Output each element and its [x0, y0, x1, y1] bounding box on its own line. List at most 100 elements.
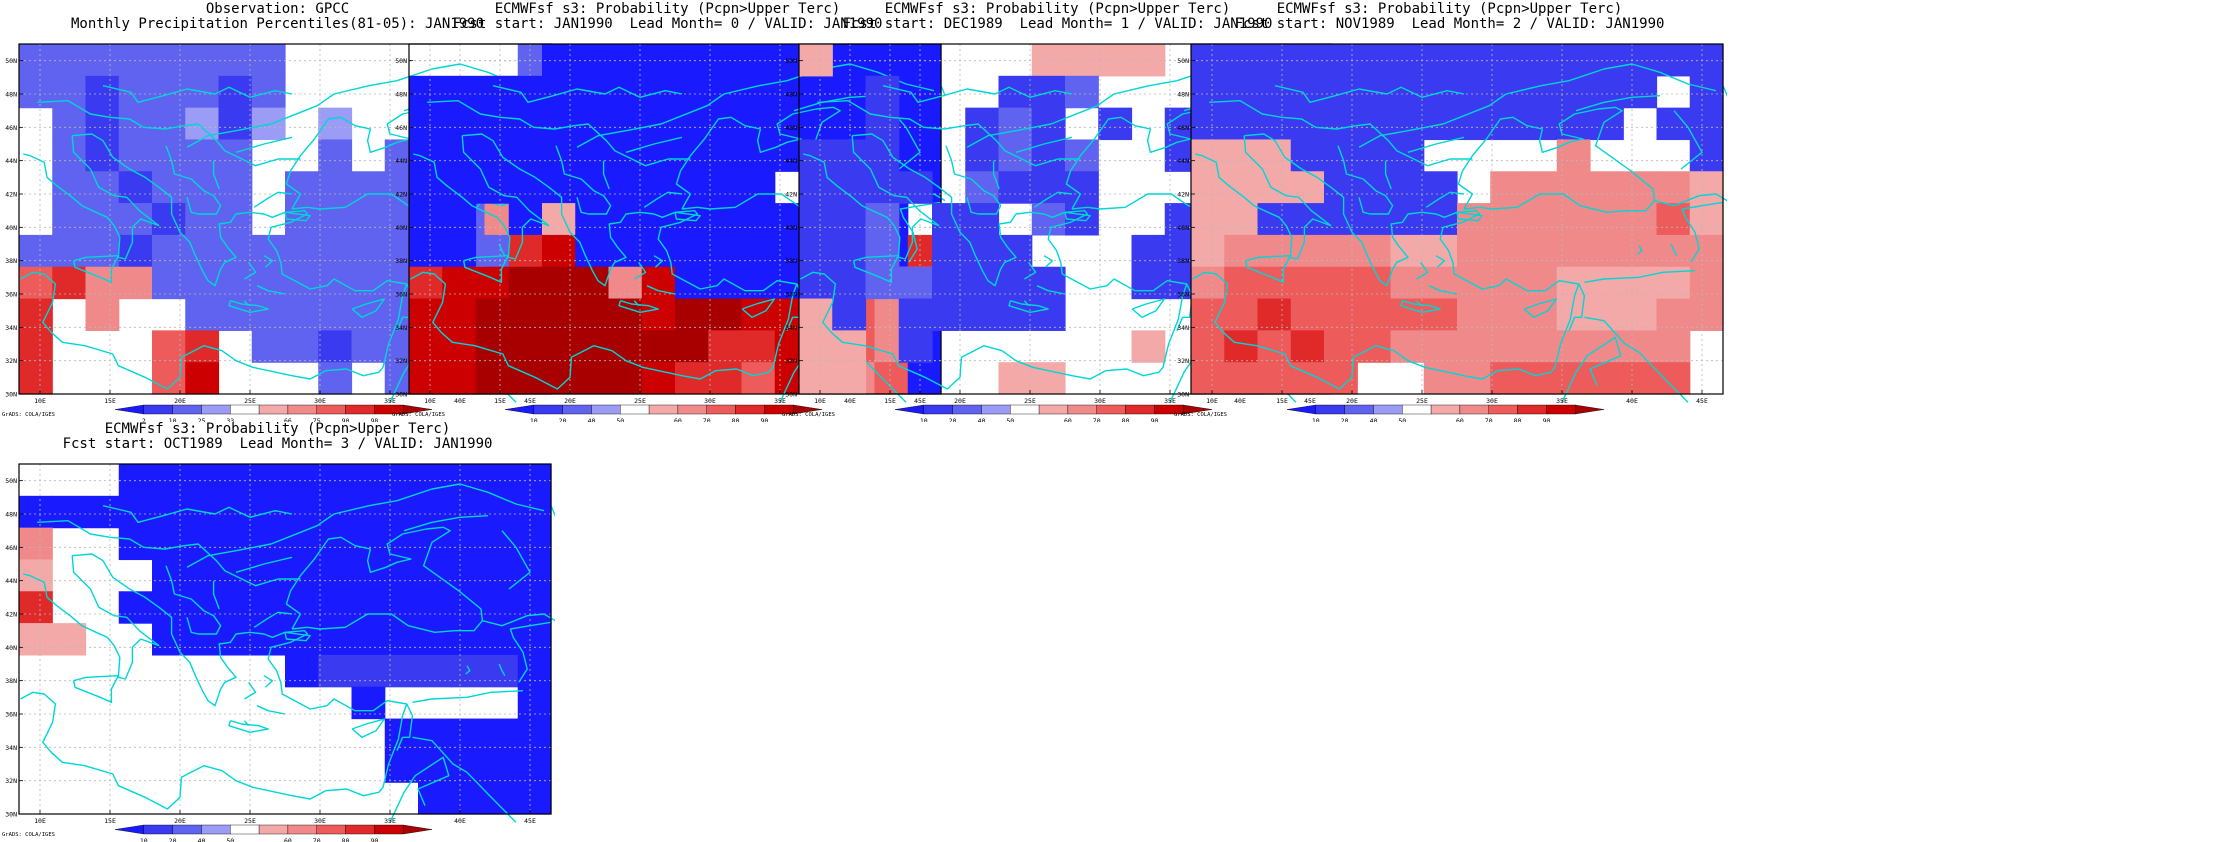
- coastline: [1036, 285, 1066, 295]
- grid-cell: [741, 203, 776, 236]
- lon-label: 35E: [384, 397, 396, 405]
- grid-cell: [442, 171, 477, 204]
- grid-cell: [285, 234, 319, 268]
- grid-cell: [517, 527, 552, 561]
- coastline: [793, 95, 879, 112]
- lat-label: 46N: [1177, 124, 1189, 132]
- panel-title: ECMWFsf s3: Probability (Pcpn>Upper Terc…: [780, 2, 1335, 32]
- grid-cell: [508, 330, 543, 363]
- coastline: [1023, 300, 1030, 307]
- lon-label: 45E: [524, 817, 536, 825]
- legend-swatch: [504, 404, 535, 415]
- grid-cell: [608, 362, 643, 395]
- coastline: [253, 191, 293, 208]
- grid-cell: [907, 107, 942, 141]
- lon-label: 10E: [424, 397, 436, 405]
- grid-cell: [1324, 44, 1358, 77]
- legend-swatch: [287, 404, 317, 415]
- grid-cell: [608, 44, 643, 77]
- legend-swatch: [1344, 404, 1374, 415]
- lat-label: 44N: [5, 157, 17, 165]
- grid-cell: [19, 362, 53, 395]
- legend-swatch: [230, 404, 260, 415]
- grid-cell: [1257, 139, 1292, 172]
- coastline: [228, 720, 269, 733]
- grid-cell: [1131, 330, 1166, 363]
- coastline: [501, 530, 531, 590]
- grid-cell: [484, 495, 519, 529]
- grid-cell: [152, 171, 186, 204]
- grid-cell: [708, 234, 743, 268]
- grid-cell: [475, 298, 510, 331]
- grid-cell: [185, 591, 220, 624]
- grid-cell: [542, 203, 576, 236]
- legend-swatch: [981, 404, 1011, 415]
- grid-cell: [318, 330, 353, 363]
- grid-cell: [1224, 171, 1259, 204]
- coastline: [602, 160, 610, 190]
- grid-cell: [1224, 330, 1259, 363]
- legend-label: 10: [920, 417, 928, 422]
- grid-cell: [1523, 362, 1558, 395]
- grid-cell: [475, 139, 510, 172]
- grid-cell: [475, 75, 510, 109]
- lat-label: 48N: [5, 511, 17, 519]
- coastline: [1195, 153, 1332, 260]
- lat-label: 44N: [1177, 157, 1189, 165]
- legend-swatch: [258, 404, 289, 415]
- lat-label: 36N: [395, 291, 407, 299]
- coastline: [625, 136, 683, 153]
- grid-cell: [1523, 330, 1558, 363]
- grid-cell: [1623, 203, 1658, 236]
- lon-label: 20E: [174, 817, 186, 825]
- coastline: [212, 580, 220, 610]
- lon-label: 25E: [244, 397, 256, 405]
- coastline: [235, 136, 293, 153]
- lat-label: 34N: [395, 324, 407, 332]
- grid-cell: [907, 139, 942, 172]
- coastline: [1523, 298, 1558, 318]
- grid-cell: [641, 139, 676, 172]
- grid-cell: [418, 559, 452, 592]
- lon-label: 10E: [1206, 397, 1218, 405]
- legend-label: 75: [313, 417, 321, 422]
- grid-cell: [1031, 139, 1066, 172]
- grid-cell: [442, 139, 477, 172]
- coastline: [653, 255, 664, 268]
- lat-label: 40N: [395, 224, 407, 232]
- lat-label: 50N: [1177, 57, 1189, 65]
- grid-cell: [418, 591, 452, 624]
- grid-cell: [508, 298, 543, 331]
- lat-label: 40N: [5, 644, 17, 652]
- grid-cell: [1191, 139, 1225, 172]
- grid-cell: [19, 330, 53, 363]
- grid-cell: [1623, 75, 1658, 109]
- grid-cell: [285, 330, 319, 363]
- coastline: [674, 211, 701, 222]
- grid-cell: [442, 75, 477, 109]
- grid-cell: [998, 362, 1033, 395]
- lat-label: 48N: [395, 91, 407, 99]
- grid-cell: [1290, 44, 1325, 77]
- grid-cell: [318, 139, 353, 172]
- grid-cell: [1689, 139, 1724, 172]
- grid-cell: [1290, 234, 1325, 268]
- coastline: [1244, 255, 1292, 283]
- lat-label: 40N: [1177, 224, 1189, 232]
- color-legend: 2 10 25 33 66 75 90 98: [114, 404, 433, 422]
- coastline: [461, 135, 550, 227]
- grid-cell: [1423, 330, 1458, 363]
- grid-cell: [1324, 139, 1358, 172]
- grid-cell: [1390, 330, 1425, 363]
- grid-cell: [451, 559, 486, 592]
- grid-cell: [832, 330, 867, 363]
- grid-cell: [608, 203, 643, 236]
- grid-cell: [85, 203, 120, 236]
- grid-cell: [932, 298, 966, 331]
- grid-cell: [484, 591, 519, 624]
- grid-cell: [218, 171, 253, 204]
- grid-cell: [1324, 203, 1358, 236]
- legend-swatch: [894, 404, 925, 415]
- legend-swatch: [648, 404, 679, 415]
- grid-cell: [1457, 234, 1491, 268]
